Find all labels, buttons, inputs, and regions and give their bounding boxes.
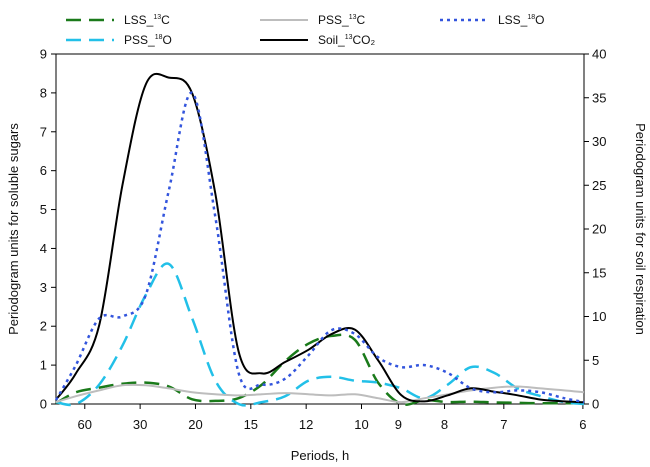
y-right-tick-label: 15 [592,265,606,280]
y-left-tick-label: 7 [40,124,47,139]
y-right-tick-label: 35 [592,90,606,105]
y-right-tick-label: 25 [592,178,606,193]
y-right-tick-label: 5 [592,353,599,368]
x-tick-label: 12 [299,417,313,432]
y-left-tick-label: 9 [40,47,47,62]
y-left-tick-label: 1 [40,358,47,373]
x-tick-label: 9 [395,417,402,432]
y-left-tick-label: 5 [40,202,47,217]
legend-label: LSS_13C [124,13,170,27]
x-tick-label: 60 [78,417,92,432]
legend-label: PSS_13C [318,13,365,27]
series-line-pss-13c [55,383,585,404]
x-tick-label: 7 [500,417,507,432]
x-tick-label: 6 [579,417,586,432]
legend-item: Soil_13CO₂ [260,33,375,47]
plot-area [54,72,585,407]
x-tick-label: 20 [188,417,202,432]
y-left-tick-label: 3 [40,280,47,295]
y-left-tick-label: 4 [40,241,47,256]
y-left-tick-label: 2 [40,319,47,334]
y-axis-right-title: Periodogram units for soil respiration [633,123,648,335]
x-tick-label: 15 [244,417,258,432]
y-right-tick-label: 10 [592,309,606,324]
legend-label: LSS_18O [498,13,545,27]
legend-item: LSS_18O [440,13,545,27]
y-axis-left-title: Periodogram units for soluble sugars [6,123,21,335]
legend: LSS_13C PSS_18O PSS_13C Soil_13CO₂ LSS_18O [66,13,545,47]
y-right-tick-label: 30 [592,134,606,149]
y-right-tick-label: 40 [592,47,606,62]
series-line-soil-13co2 [55,72,585,404]
y-left-tick-label: 0 [40,397,47,412]
legend-item: PSS_13C [260,13,365,27]
legend-item: LSS_13C [66,13,170,27]
x-tick-label: 8 [441,417,448,432]
legend-item: PSS_18O [66,33,172,47]
y-right-tick-label: 0 [592,397,599,412]
legend-label: PSS_18O [124,33,172,47]
legend-label: Soil_13CO₂ [318,33,375,47]
y-right-tick-label: 20 [592,222,606,237]
plot-frame [55,53,585,405]
x-tick-label: 10 [354,417,368,432]
series-line-lss-18o [54,91,585,404]
x-tick-label: 30 [133,417,147,432]
y-left-tick-label: 6 [40,163,47,178]
y-left-tick-label: 8 [40,85,47,100]
x-axis-title: Periods, h [291,448,350,463]
